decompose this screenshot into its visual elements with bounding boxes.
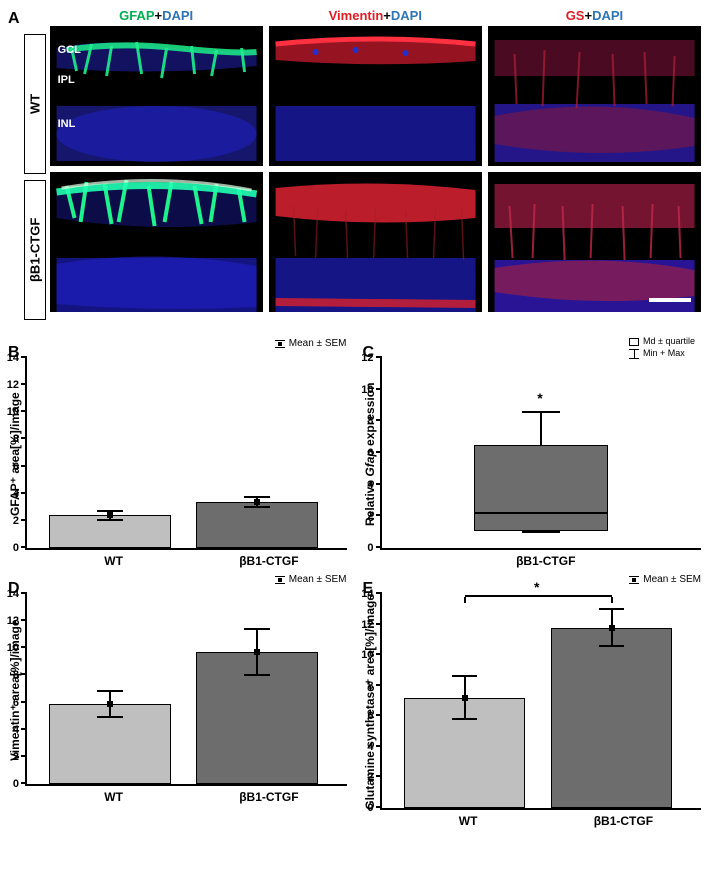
y-tick-label: 0 [13,542,27,554]
y-tick-label: 12 [7,379,27,391]
panel-b-legend: Mean ± SEM [275,338,347,349]
y-tick-label: 4 [367,741,381,753]
y-tick-label: 8 [367,415,381,427]
panel-e-legend: Mean ± SEM [629,574,701,585]
plot-axis: 02468101214 [25,594,347,786]
y-tick-label: 0 [367,542,381,554]
y-tick-label: 12 [7,615,27,627]
y-tick-label: 0 [367,802,381,814]
x-label-WT: WT [36,554,191,568]
y-tick-label: 14 [7,352,27,364]
y-tick-label: 8 [13,669,27,681]
panel-d-legend: Mean ± SEM [275,574,347,585]
row-label-wt: WT [24,34,46,174]
x-label-βB1-CTGF: βB1-CTGF [191,790,346,804]
micro-ctgf-vimentin [269,172,482,312]
x-label-βB1-CTGF: βB1-CTGF [546,814,701,828]
y-tick-label: 12 [361,619,381,631]
y-tick-label: 2 [13,751,27,763]
x-label-WT: WT [391,814,546,828]
y-tick-label: 10 [7,642,27,654]
y-tick-label: 6 [367,710,381,722]
col-header-gfap: GFAP+DAPI [50,8,263,23]
micro-row-wt: GCL IPL INL [50,26,701,166]
bar-βB1-CTGF [196,502,317,548]
panel-d: D Mean ± SEM Vimentin⁺ area[%]/image0246… [8,574,347,804]
figure-container: A WT βB1-CTGF GFAP+DAPI Vimentin+DAPI GS… [0,0,709,818]
row-bc: B Mean ± SEM GFAP⁺ area[%]/image02468101… [8,338,701,568]
panel-c: C Relative Gfap expression024681012*βB1-… [363,338,702,568]
x-label-βB1-CTGF: βB1-CTGF [191,554,346,568]
layer-gcl: GCL [58,44,81,56]
y-tick-label: 2 [367,510,381,522]
bar-βB1-CTGF [551,628,672,808]
y-tick-label: 10 [7,406,27,418]
y-tick-label: 14 [361,588,381,600]
y-tick-label: 2 [367,771,381,783]
panel-a-label: A [8,10,20,28]
plot-axis: 024681012* [380,358,702,550]
y-tick-label: 14 [7,588,27,600]
layer-inl: INL [58,118,76,130]
scale-bar [649,298,691,302]
panel-e: E Mean ± SEM Glutamine synthetase⁺ area[… [363,574,702,804]
y-tick-label: 0 [13,778,27,790]
y-tick-label: 4 [13,488,27,500]
panel-a: A WT βB1-CTGF GFAP+DAPI Vimentin+DAPI GS… [8,8,701,320]
significance-marker: * [537,390,542,406]
y-tick-label: 4 [367,479,381,491]
significance-marker: * [534,579,539,595]
y-tick-label: 2 [13,515,27,527]
row-de: D Mean ± SEM Vimentin⁺ area[%]/image0246… [8,574,701,804]
plot-axis: 02468101214* [380,594,702,810]
micro-ctgf-gs [488,172,701,312]
col-header-vimentin: Vimentin+DAPI [269,8,482,23]
y-tick-label: 6 [367,447,381,459]
y-tick-label: 8 [367,680,381,692]
y-tick-label: 10 [361,384,381,396]
micro-wt-gfap: GCL IPL INL [50,26,263,166]
micro-wt-vimentin [269,26,482,166]
y-tick-label: 4 [13,724,27,736]
panel-b: B Mean ± SEM GFAP⁺ area[%]/image02468101… [8,338,347,568]
y-tick-label: 6 [13,697,27,709]
micro-wt-gs [488,26,701,166]
x-label-WT: WT [36,790,191,804]
column-headers: GFAP+DAPI Vimentin+DAPI GS+DAPI [50,8,701,23]
col-header-gs: GS+DAPI [488,8,701,23]
micro-ctgf-gfap [50,172,263,312]
x-label-βB1-CTGF: βB1-CTGF [391,554,702,568]
y-tick-label: 6 [13,461,27,473]
plot-axis: 02468101214 [25,358,347,550]
y-tick-label: 10 [361,649,381,661]
y-tick-label: 8 [13,433,27,445]
micro-row-ctgf [50,172,701,312]
layer-ipl: IPL [58,74,75,86]
boxplot-box [474,445,608,531]
y-tick-label: 12 [361,352,381,364]
row-label-ctgf: βB1-CTGF [24,180,46,320]
row-labels: WT βB1-CTGF [24,34,50,320]
